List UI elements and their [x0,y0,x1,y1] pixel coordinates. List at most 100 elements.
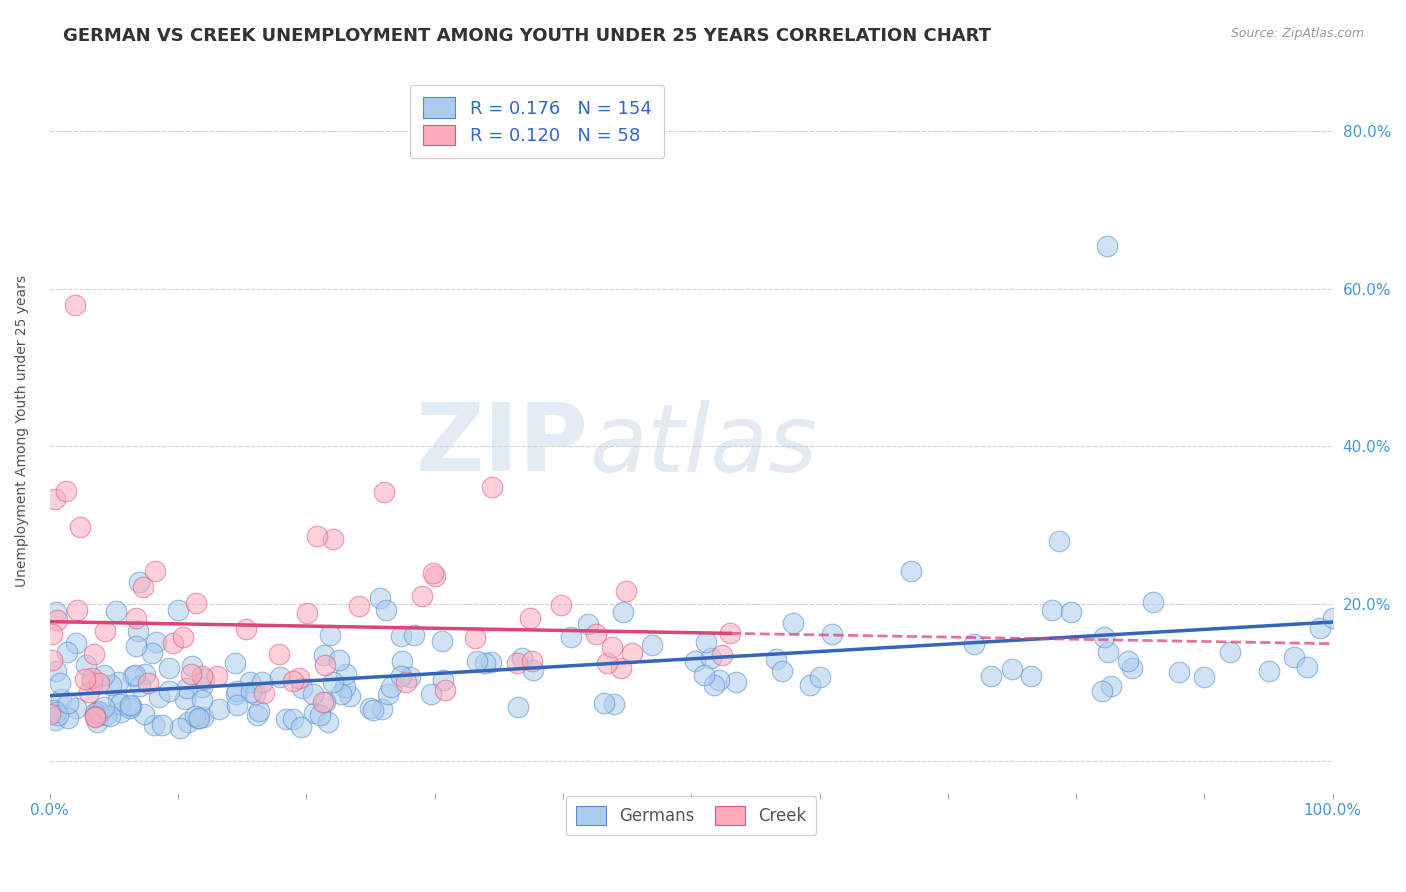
Point [132,706,155,721]
Point [55,645,77,659]
Point [75,657,97,672]
Point [1092,630,1115,644]
Point [322,532,344,546]
Point [703,678,725,692]
Point [603,697,626,711]
Point [595,656,617,670]
Point [685,654,707,668]
Point [127,624,149,639]
Point [41,653,63,667]
Point [725,674,748,689]
Point [193,672,215,686]
Point [620,646,643,660]
Point [93,700,115,714]
Point [339,689,361,703]
Point [641,638,664,652]
Point [143,564,166,578]
Point [84,709,107,723]
Point [49,676,72,690]
Point [224,657,246,671]
Point [180,667,202,681]
Text: Source: ZipAtlas.com: Source: ZipAtlas.com [1230,27,1364,40]
Point [709,673,731,687]
Point [87,708,110,723]
Point [610,661,633,675]
Point [129,679,152,693]
Point [267,648,290,662]
Point [105,604,128,618]
Point [506,657,529,671]
Point [368,591,391,606]
Point [430,634,453,648]
Point [205,669,228,683]
Point [718,626,741,640]
Point [522,663,544,677]
Point [1142,595,1164,609]
Point [980,669,1002,683]
Point [98,708,121,723]
Point [142,717,165,731]
Point [419,687,441,701]
Point [45,613,67,627]
Point [44,492,66,507]
Y-axis label: Unemployment Among Youth under 25 years: Unemployment Among Youth under 25 years [15,275,30,587]
Text: atlas: atlas [589,400,817,491]
Point [80,675,103,690]
Point [124,640,146,654]
Point [269,670,291,684]
Point [225,698,247,712]
Point [281,673,304,688]
Point [157,683,180,698]
Point [411,589,433,603]
Point [187,711,209,725]
Point [240,684,263,698]
Point [1116,654,1139,668]
Point [93,668,115,682]
Point [157,661,180,675]
Point [87,676,110,690]
Point [1095,238,1118,252]
Point [46,707,69,722]
Point [520,653,543,667]
Point [49,692,72,706]
Point [41,627,63,641]
Point [86,714,108,729]
Point [45,605,67,619]
Point [56,710,79,724]
Point [184,709,207,723]
Point [65,701,87,715]
Point [560,630,582,644]
Point [122,669,145,683]
Point [150,718,173,732]
Point [96,708,118,723]
Point [1097,644,1119,658]
Point [66,603,89,617]
Point [422,566,444,581]
Point [172,630,194,644]
Point [335,680,357,694]
Point [176,681,198,695]
Point [235,623,257,637]
Point [1257,665,1279,679]
Point [1019,669,1042,683]
Point [120,698,142,712]
Point [465,654,488,668]
Point [274,712,297,726]
Point [83,647,105,661]
Point [361,703,384,717]
Point [87,704,110,718]
Point [125,611,148,625]
Point [110,705,132,719]
Point [128,574,150,589]
Point [180,659,202,673]
Point [253,686,276,700]
Point [506,699,529,714]
Point [380,680,402,694]
Point [120,698,142,713]
Point [134,667,156,681]
Point [132,580,155,594]
Point [80,671,103,685]
Point [519,611,541,625]
Point [1194,670,1216,684]
Point [141,646,163,660]
